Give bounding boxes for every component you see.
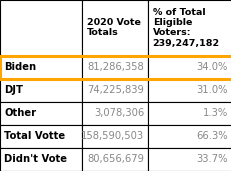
Bar	[0, 148, 82, 171]
Bar	[82, 125, 148, 148]
Text: 81,286,358: 81,286,358	[87, 62, 144, 72]
Text: 31.0%: 31.0%	[195, 85, 227, 95]
Text: 66.3%: 66.3%	[195, 131, 227, 141]
Text: % of Total
Eligible
Voters:
239,247,182: % of Total Eligible Voters: 239,247,182	[152, 8, 219, 48]
Bar	[82, 56, 148, 79]
Bar	[0, 125, 82, 148]
Bar	[0, 56, 231, 79]
Bar	[82, 79, 148, 102]
Text: 33.7%: 33.7%	[195, 154, 227, 165]
Text: 2020 Vote
Totals: 2020 Vote Totals	[86, 18, 140, 37]
Bar	[0, 79, 82, 102]
Bar	[82, 148, 148, 171]
Bar	[0, 56, 82, 79]
Text: Total Votte: Total Votte	[4, 131, 65, 141]
Bar	[148, 148, 231, 171]
Bar	[82, 102, 148, 125]
Bar	[82, 0, 148, 56]
Text: 80,656,679: 80,656,679	[87, 154, 144, 165]
Text: DJT: DJT	[4, 85, 23, 95]
Text: 3,078,306: 3,078,306	[94, 108, 144, 118]
Bar	[148, 79, 231, 102]
Bar	[0, 0, 82, 56]
Bar	[148, 125, 231, 148]
Bar	[0, 102, 82, 125]
Text: 74,225,839: 74,225,839	[87, 85, 144, 95]
Bar	[148, 56, 231, 79]
Text: 34.0%: 34.0%	[196, 62, 227, 72]
Text: 158,590,503: 158,590,503	[81, 131, 144, 141]
Bar	[148, 0, 231, 56]
Bar	[148, 102, 231, 125]
Text: Biden: Biden	[4, 62, 36, 72]
Text: Didn't Vote: Didn't Vote	[4, 154, 67, 165]
Text: 1.3%: 1.3%	[202, 108, 227, 118]
Text: Other: Other	[4, 108, 36, 118]
